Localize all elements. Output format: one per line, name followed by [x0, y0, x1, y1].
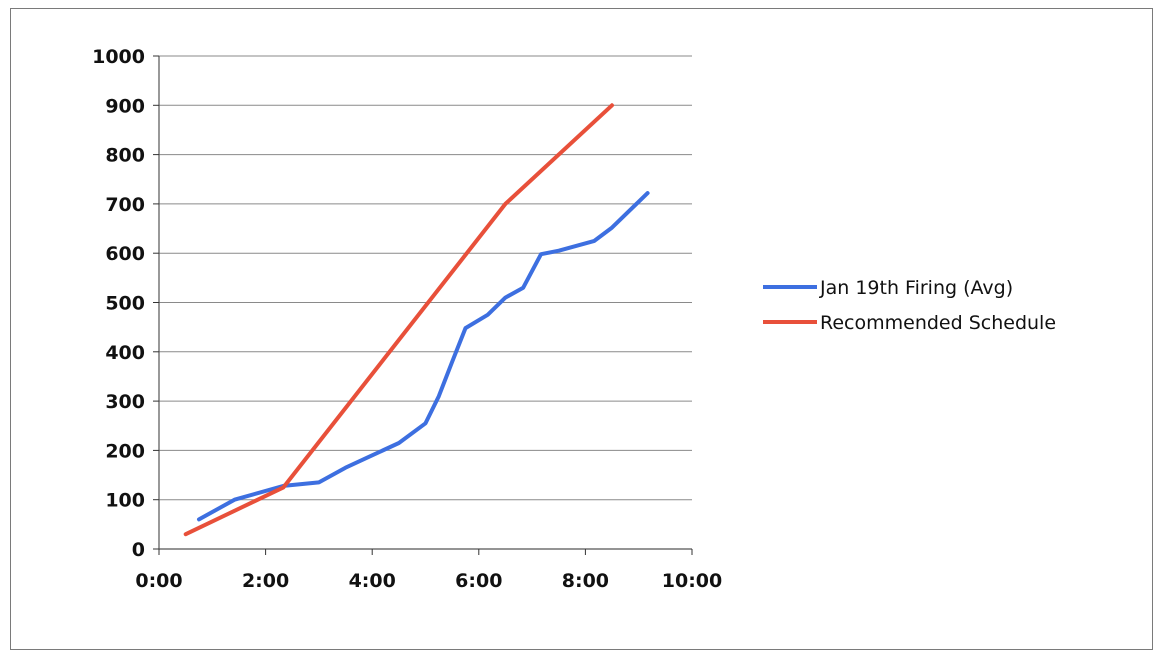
y-tick-label: 200	[105, 440, 145, 462]
y-tick-label: 400	[105, 342, 145, 364]
line-chart: 0 100 200 300 400 500 600 700 800 900 1000 0:00 2:0…	[92, 46, 1056, 592]
y-tick-label: 0	[132, 539, 145, 561]
y-tick-label: 800	[105, 145, 145, 167]
legend-label-2: Recommended Schedule	[820, 312, 1056, 334]
x-axis-ticks: 0:00 2:00 4:00 6:00 8:00 10:00	[135, 549, 722, 592]
y-tick-label: 1000	[92, 46, 145, 68]
y-tick-label: 500	[105, 293, 145, 315]
x-tick-label: 6:00	[455, 570, 502, 592]
y-tick-label: 700	[105, 194, 145, 216]
x-tick-label: 0:00	[135, 570, 182, 592]
x-tick-label: 4:00	[349, 570, 396, 592]
y-axis-ticks: 0 100 200 300 400 500 600 700 800 900 1000	[92, 46, 159, 561]
y-tick-label: 900	[105, 95, 145, 117]
x-tick-label: 2:00	[242, 570, 289, 592]
series-line-1	[197, 191, 650, 522]
chart-frame: 0 100 200 300 400 500 600 700 800 900 1000 0:00 2:0…	[10, 8, 1153, 650]
y-tick-label: 300	[105, 391, 145, 413]
series-lines	[183, 103, 650, 537]
legend: Jan 19th Firing (Avg) Recommended Schedul…	[763, 277, 1056, 334]
y-tick-label: 600	[105, 243, 145, 265]
x-tick-label: 8:00	[562, 570, 609, 592]
x-tick-label: 10:00	[662, 570, 722, 592]
series-line-2	[183, 103, 614, 537]
y-tick-label: 100	[105, 490, 145, 512]
legend-label-1: Jan 19th Firing (Avg)	[819, 277, 1013, 299]
gridlines	[159, 55, 692, 501]
